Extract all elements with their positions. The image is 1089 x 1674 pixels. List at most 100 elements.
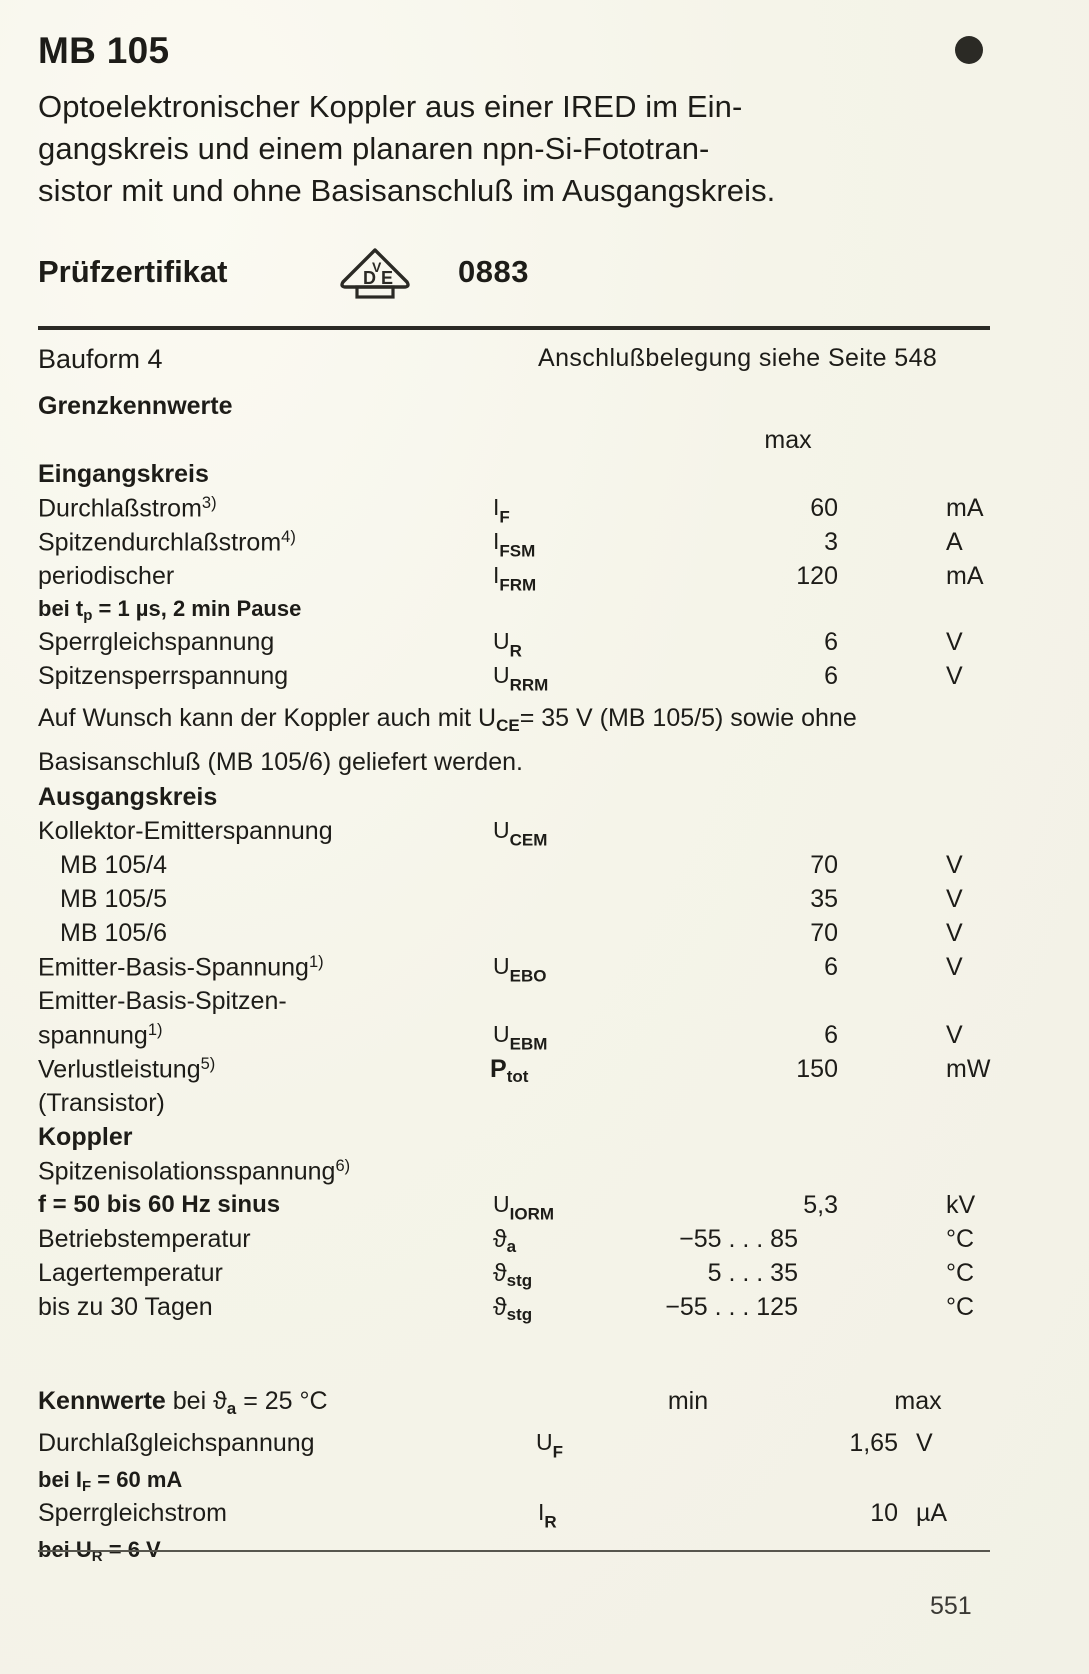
input-group-label: Eingangskreis	[38, 460, 209, 488]
row-unit: °C	[946, 1224, 975, 1253]
divider-bottom	[38, 1550, 990, 1552]
row-unit: V	[946, 850, 963, 879]
table-row: Durchlaßgleichspannung UF 1,65 V	[38, 1429, 990, 1467]
row-unit: °C	[946, 1292, 975, 1321]
row-symbol: URRM	[493, 662, 549, 695]
limits-section: Grenzkennwerte max Eingangskreis Durchla…	[38, 392, 990, 1327]
limits-header-row: max	[38, 426, 990, 460]
page-number: 551	[930, 1592, 972, 1620]
row-label: spannung1)	[38, 1020, 163, 1049]
row-symbol: Ptot	[490, 1054, 529, 1086]
condition-row: bei UR = 6 V	[38, 1537, 990, 1569]
coupler-group-label: Koppler	[38, 1122, 133, 1151]
row-symbol: UIORM	[493, 1190, 555, 1224]
footnote-marker: 4)	[281, 528, 296, 546]
description-line-2: gangskreis und einem planaren npn-Si-Fot…	[38, 131, 710, 166]
pulse-condition: bei tp = 1 µs, 2 min Pause	[38, 596, 302, 625]
row-label: Spitzensperrspannung	[38, 662, 289, 690]
row-label: MB 105/6	[60, 918, 168, 947]
bauform-label: Bauform 4	[38, 344, 163, 374]
table-row: MB 105/6 70 V	[38, 919, 990, 953]
row-symbol: ϑstg	[493, 1258, 533, 1290]
certificate-label: Prüfzertifikat	[38, 254, 228, 289]
table-row: spannung1) UEBM 6 V	[38, 1021, 990, 1055]
footnote-marker: 5)	[200, 1054, 216, 1073]
svg-text:E: E	[381, 268, 393, 288]
row-symbol: UR	[493, 628, 522, 661]
row-label: Durchlaßgleichspannung	[38, 1429, 315, 1457]
row-label: MB 105/5	[60, 884, 168, 913]
row-symbol: IF	[493, 494, 510, 527]
table-row: Sperrgleichstrom IR 10 µA	[38, 1499, 990, 1537]
option-note-line-2: Basisanschluß (MB 105/6) geliefert werde…	[38, 747, 523, 776]
row-condition: bei IF = 60 mA	[38, 1467, 183, 1496]
svg-text:D: D	[363, 268, 376, 288]
row-symbol: UEBM	[493, 1020, 548, 1054]
condition-row: bei IF = 60 mA	[38, 1467, 990, 1499]
row-symbol: UF	[536, 1429, 564, 1462]
row-unit: mA	[946, 562, 984, 590]
limits-section-title: Grenzkennwerte	[38, 392, 233, 420]
table-row: Lagertemperatur ϑstg 5 . . . 35 °C	[38, 1259, 990, 1293]
corner-dot-marker	[955, 36, 983, 64]
row-label: MB 105/4	[60, 850, 168, 879]
row-unit: kV	[946, 1190, 976, 1219]
row-symbol: IFSM	[493, 528, 536, 561]
transistor-note-row: (Transistor)	[38, 1089, 990, 1123]
row-label: Emitter-Basis-Spannung1)	[38, 952, 324, 981]
footnote-marker: 6)	[335, 1156, 351, 1175]
vde-logo-icon: D V E	[338, 246, 412, 307]
row-value-max: 10	[870, 1499, 898, 1527]
row-value: 6	[824, 952, 838, 981]
row-label: Sperrgleichspannung	[38, 628, 275, 656]
row-value: 5,3	[803, 1190, 838, 1219]
row-symbol: IFRM	[493, 562, 537, 595]
limits-title-row: Grenzkennwerte	[38, 392, 990, 426]
row-unit: mW	[946, 1054, 991, 1083]
ebm-label-line-1: Emitter-Basis-Spitzen-	[38, 987, 990, 1021]
row-symbol: UEBO	[493, 952, 547, 986]
option-note: Auf Wunsch kann der Koppler auch mit UCE…	[38, 700, 990, 781]
output-group-label: Ausgangskreis	[38, 782, 218, 811]
row-unit: V	[916, 1429, 933, 1457]
row-label: Lagertemperatur	[38, 1258, 223, 1287]
row-value: 6	[824, 628, 838, 656]
row-unit: V	[946, 918, 963, 947]
table-row: MB 105/4 70 V	[38, 851, 990, 885]
row-value: 120	[796, 562, 838, 590]
characteristics-section: Kennwerte bei ϑa = 25 °C min max Durchla…	[38, 1387, 990, 1569]
row-unit: V	[946, 1020, 963, 1049]
row-value: 6	[824, 662, 838, 690]
row-value: 60	[810, 494, 838, 522]
row-unit: V	[946, 884, 963, 913]
table-row: Emitter-Basis-Spannung1) UEBO 6 V	[38, 953, 990, 987]
table-row: Verlustleistung5) Ptot 150 mW	[38, 1055, 990, 1089]
table-row: Betriebstemperatur ϑa −55 . . . 85 °C	[38, 1225, 990, 1259]
description-line-1: Optoelektronischer Koppler aus einer IRE…	[38, 89, 743, 124]
row-unit: V	[946, 952, 963, 981]
characteristics-header-row: Kennwerte bei ϑa = 25 °C min max	[38, 1387, 990, 1429]
row-label: Spitzendurchlaßstrom4)	[38, 528, 296, 557]
row-value: 150	[796, 1054, 838, 1083]
table-row: f = 50 bis 60 Hz sinus UIORM 5,3 kV	[38, 1191, 990, 1225]
row-value: 70	[810, 918, 838, 947]
row-label: Emitter-Basis-Spitzen-	[38, 986, 287, 1015]
row-symbol: IR	[538, 1499, 557, 1532]
meta-row: Bauform 4 Anschlußbelegung siehe Seite 5…	[38, 344, 990, 384]
table-row: Kollektor-Emitterspannung UCEM	[38, 817, 990, 851]
description-line-3: sistor mit und ohne Basisanschluß im Aus…	[38, 173, 776, 208]
table-row: Spitzensperrspannung URRM 6 V	[38, 662, 990, 696]
row-value-max: 1,65	[849, 1429, 898, 1457]
table-row: periodischer IFRM 120 mA	[38, 562, 990, 596]
footnote-marker: 1)	[147, 1020, 163, 1039]
transistor-note: (Transistor)	[38, 1088, 165, 1117]
row-unit: °C	[946, 1258, 975, 1287]
table-row: Durchlaßstrom3) IF 60 mA	[38, 494, 990, 528]
svg-text:V: V	[372, 259, 382, 275]
row-label: f = 50 bis 60 Hz sinus	[38, 1190, 281, 1218]
row-unit: A	[946, 528, 963, 556]
table-row: bis zu 30 Tagen ϑstg −55 . . . 125 °C	[38, 1293, 990, 1327]
row-value: −55 . . . 125	[665, 1292, 798, 1321]
option-note-line-1: Auf Wunsch kann der Koppler auch mit UCE…	[38, 704, 857, 735]
divider-top	[38, 326, 990, 330]
